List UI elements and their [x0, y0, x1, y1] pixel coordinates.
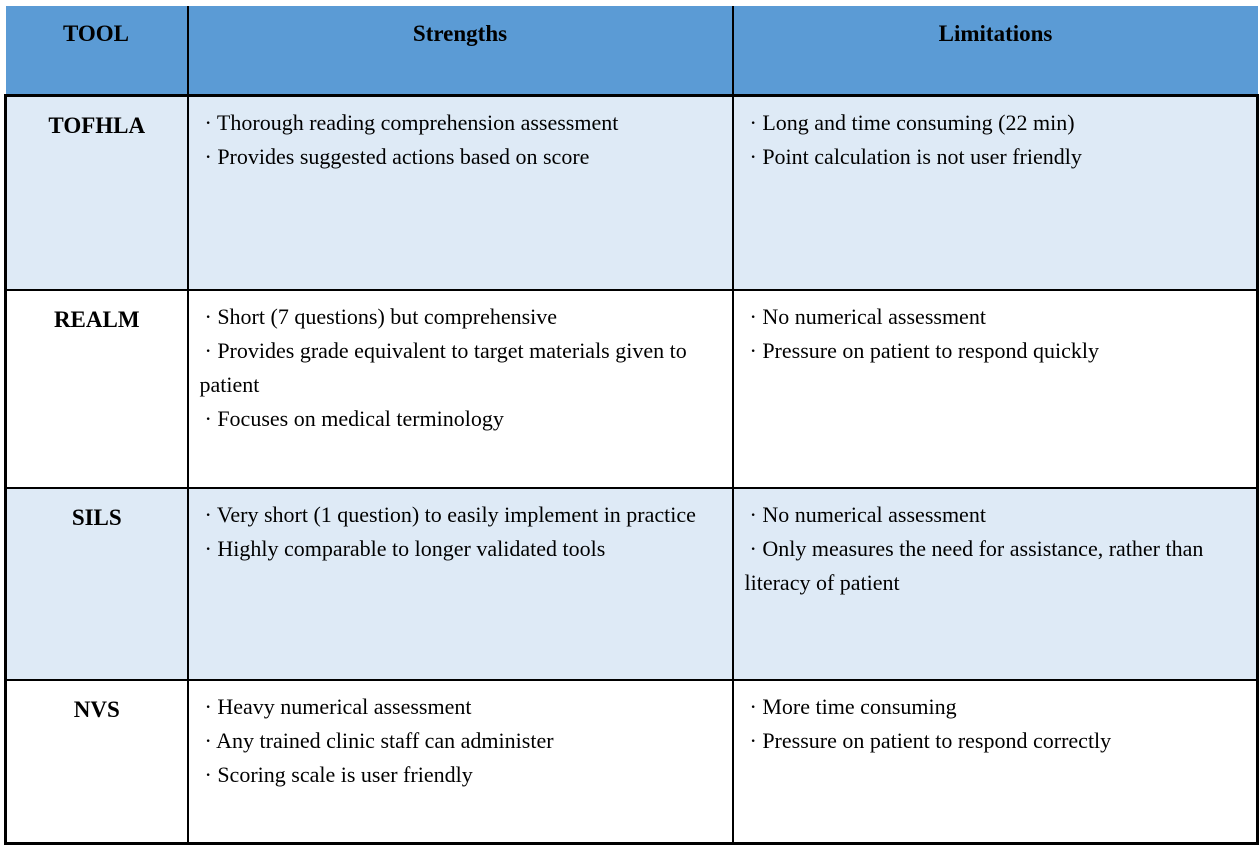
- bullet-item: · Provides grade equivalent to target ma…: [199, 338, 687, 397]
- strengths-cell: · Heavy numerical assessment · Any train…: [186, 679, 734, 845]
- limitations-cell: · More time consuming · Pressure on pati…: [731, 679, 1259, 845]
- table-row: TOFHLA · Thorough reading comprehension …: [4, 93, 1259, 291]
- table-row: REALM · Short (7 questions) but comprehe…: [4, 289, 1259, 489]
- literacy-tools-comparison-table: TOOL Strengths Limitations TOFHLA · Thor…: [4, 6, 1259, 845]
- bullet-item: · Thorough reading comprehension assessm…: [204, 109, 619, 135]
- table-row: SILS · Very short (1 question) to easily…: [4, 487, 1259, 681]
- bullet-item: · Short (7 questions) but comprehensive: [204, 304, 558, 329]
- strengths-cell: · Short (7 questions) but comprehensive …: [186, 289, 734, 489]
- tool-name-cell: TOFHLA: [4, 93, 189, 291]
- table-header-row: TOOL Strengths Limitations: [5, 6, 1258, 95]
- bullet-item: · No numerical assessment: [749, 502, 986, 527]
- bullet-item: · Only measures the need for assistance,…: [744, 536, 1204, 595]
- bullet-item: · Focuses on medical terminology: [204, 406, 504, 431]
- strengths-cell: · Very short (1 question) to easily impl…: [186, 487, 734, 681]
- document-page: TOOL Strengths Limitations TOFHLA · Thor…: [0, 6, 1260, 856]
- bullet-item: · Very short (1 question) to easily impl…: [204, 502, 696, 527]
- bullet-item: · Heavy numerical assessment: [204, 694, 472, 719]
- bullet-item: · Pressure on patient to respond correct…: [749, 728, 1112, 753]
- limitations-cell: · Long and time consuming (22 min) · Poi…: [731, 93, 1259, 291]
- bullet-item: · No numerical assessment: [749, 304, 986, 329]
- bullet-item: · Pressure on patient to respond quickly: [749, 338, 1100, 363]
- strengths-cell: · Thorough reading comprehension assessm…: [186, 93, 734, 291]
- bullet-item: · More time consuming: [749, 694, 957, 719]
- tool-name-cell: REALM: [4, 289, 189, 489]
- limitations-cell: · No numerical assessment · Pressure on …: [731, 289, 1259, 489]
- bullet-item: · Highly comparable to longer validated …: [204, 536, 606, 561]
- bullet-item: · Provides suggested actions based on sc…: [204, 143, 590, 169]
- tool-name-cell: SILS: [4, 487, 189, 681]
- column-header-limitations: Limitations: [731, 6, 1258, 95]
- bullet-item: · Point calculation is not user friendly: [749, 143, 1082, 169]
- bullet-item: · Scoring scale is user friendly: [204, 762, 473, 787]
- bullet-item: · Long and time consuming (22 min): [749, 109, 1075, 135]
- column-header-tool: TOOL: [5, 6, 188, 95]
- bullet-item: · Any trained clinic staff can administe…: [204, 728, 554, 753]
- limitations-cell: · No numerical assessment · Only measure…: [731, 487, 1259, 681]
- table-row: NVS · Heavy numerical assessment · Any t…: [4, 679, 1259, 845]
- tool-name-cell: NVS: [4, 679, 189, 845]
- column-header-strengths: Strengths: [186, 6, 733, 95]
